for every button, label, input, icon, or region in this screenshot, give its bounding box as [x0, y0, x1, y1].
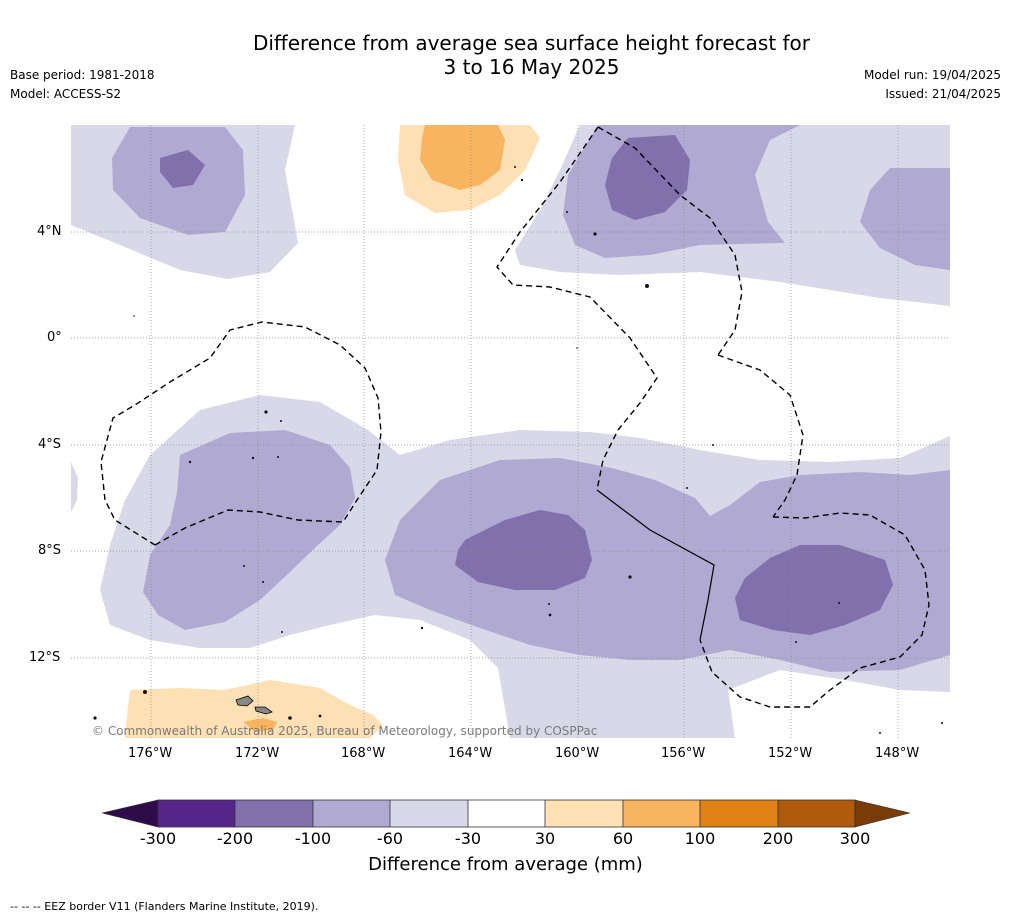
lon-label-172w: 172°W — [235, 746, 280, 761]
colorbar-tick: -100 — [294, 829, 332, 848]
meta-right: Model run: 19/04/2025 Issued: 21/04/2025 — [864, 66, 1001, 104]
colorbar-segment — [700, 800, 778, 827]
colorbar-segment — [235, 800, 313, 827]
eez-borders — [100, 126, 930, 708]
lat-label-8s: 8°S — [38, 543, 62, 558]
colorbar-tick: -30 — [454, 829, 482, 848]
anomaly-region-ne-dark — [605, 135, 690, 220]
colorbar-tick: 300 — [839, 829, 871, 848]
colorbar-tick: 60 — [612, 829, 634, 848]
anomaly-region-s-dark-east — [735, 545, 893, 635]
colorbar-tick: -60 — [376, 829, 404, 848]
copyright-notice: © Commonwealth of Australia 2025, Bureau… — [92, 724, 598, 738]
title-line-2: 3 to 16 May 2025 — [443, 55, 620, 79]
eez-footnote: -- -- -- EEZ border V11 (Flanders Marine… — [10, 900, 319, 913]
lon-label-176w: 176°W — [128, 746, 173, 761]
colorbar — [101, 799, 911, 828]
anomaly-region-s-mid-west — [143, 430, 355, 630]
colorbar-tick: 30 — [534, 829, 556, 848]
islands — [93, 166, 943, 734]
map-title: Difference from average sea surface heig… — [0, 31, 1011, 79]
model-name: Model: ACCESS-S2 — [10, 87, 122, 101]
anomaly-region-nw-dark — [160, 150, 205, 188]
issued-date: Issued: 21/04/2025 — [885, 87, 1001, 101]
lat-label-4n: 4°N — [37, 224, 62, 239]
lon-label-168w: 168°W — [341, 746, 386, 761]
colorbar-tick: -300 — [139, 829, 177, 848]
lon-label-156w: 156°W — [661, 746, 706, 761]
colorbar-segment — [545, 800, 623, 827]
anomaly-region-w-edge — [71, 462, 78, 512]
lon-label-164w: 164°W — [448, 746, 493, 761]
lon-label-148w: 148°W — [875, 746, 920, 761]
base-period: Base period: 1981-2018 — [10, 68, 155, 82]
colorbar-segment — [468, 800, 545, 827]
lon-label-160w: 160°W — [555, 746, 600, 761]
meta-left: Base period: 1981-2018 Model: ACCESS-S2 — [10, 66, 155, 104]
lat-label-12s: 12°S — [29, 650, 61, 665]
anomaly-region-sw-orange-light — [125, 680, 383, 738]
island-upolu — [235, 695, 254, 707]
anomaly-region-ne-mid-east — [860, 168, 950, 270]
colorbar-under-arrow — [101, 799, 159, 828]
colorbar-segment — [778, 800, 855, 827]
colorbar-segment — [313, 800, 390, 827]
lon-label-152w: 152°W — [768, 746, 813, 761]
colorbar-label: Difference from average (mm) — [368, 854, 643, 875]
colorbar-segment — [390, 800, 468, 827]
anomaly-region-n-orange — [420, 125, 505, 190]
colorbar-over-arrow — [854, 799, 911, 828]
colorbar-tick: 200 — [762, 829, 794, 848]
colorbar-tick: 100 — [684, 829, 716, 848]
gridlines — [71, 125, 950, 738]
eez-border-solid — [596, 489, 715, 641]
anomaly-region-s-dark-central — [455, 510, 592, 590]
colorbar-tick: -200 — [216, 829, 254, 848]
colorbar-segment — [158, 800, 235, 827]
lat-label-0: 0° — [47, 330, 62, 345]
island-savaii — [254, 706, 273, 715]
title-line-1: Difference from average sea surface heig… — [252, 31, 811, 55]
anomaly-region-sw-orange — [243, 718, 277, 732]
map-fields — [71, 125, 950, 738]
lat-label-4s: 4°S — [38, 437, 62, 452]
model-run: Model run: 19/04/2025 — [863, 68, 1001, 82]
colorbar-segment — [623, 800, 700, 827]
